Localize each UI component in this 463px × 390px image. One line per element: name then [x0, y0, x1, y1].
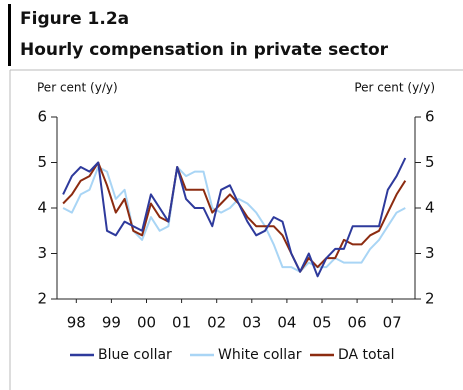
- y-tick-label: 3: [37, 244, 47, 262]
- x-tick-label: 03: [242, 314, 261, 332]
- x-tick-label: 99: [102, 314, 121, 332]
- y2-tick-label: 5: [425, 153, 435, 171]
- y-tick-label: 6: [37, 108, 47, 126]
- legend-label: DA total: [338, 347, 395, 363]
- x-tick-label: 00: [137, 314, 156, 332]
- x-tick-label: 05: [312, 314, 331, 332]
- legend-label: Blue collar: [98, 347, 172, 363]
- series-line: [62, 157, 407, 278]
- y-tick-label: 4: [37, 199, 47, 217]
- y2-axis-label: Per cent (y/y): [354, 81, 435, 95]
- y-axis-label: Per cent (y/y): [37, 81, 118, 95]
- y2-tick-label: 3: [425, 244, 435, 262]
- chart-title: Hourly compensation in private sector: [20, 40, 389, 60]
- x-tick-label: 01: [172, 314, 191, 332]
- y-tick-label: 2: [37, 290, 47, 308]
- y-tick-label: 5: [37, 153, 47, 171]
- x-tick-label: 98: [67, 314, 86, 332]
- y2-tick-label: 4: [425, 199, 435, 217]
- series-line: [62, 166, 406, 273]
- legend-label: White collar: [218, 347, 302, 363]
- y2-tick-label: 6: [425, 108, 435, 126]
- x-tick-label: 02: [207, 314, 226, 332]
- x-tick-label: 07: [383, 314, 402, 332]
- series-line: [62, 161, 407, 273]
- header-bar: [8, 4, 11, 66]
- x-tick-label: 04: [277, 314, 296, 332]
- x-tick-label: 06: [348, 314, 367, 332]
- y2-tick-label: 2: [425, 290, 435, 308]
- figure-label: Figure 1.2a: [20, 9, 129, 29]
